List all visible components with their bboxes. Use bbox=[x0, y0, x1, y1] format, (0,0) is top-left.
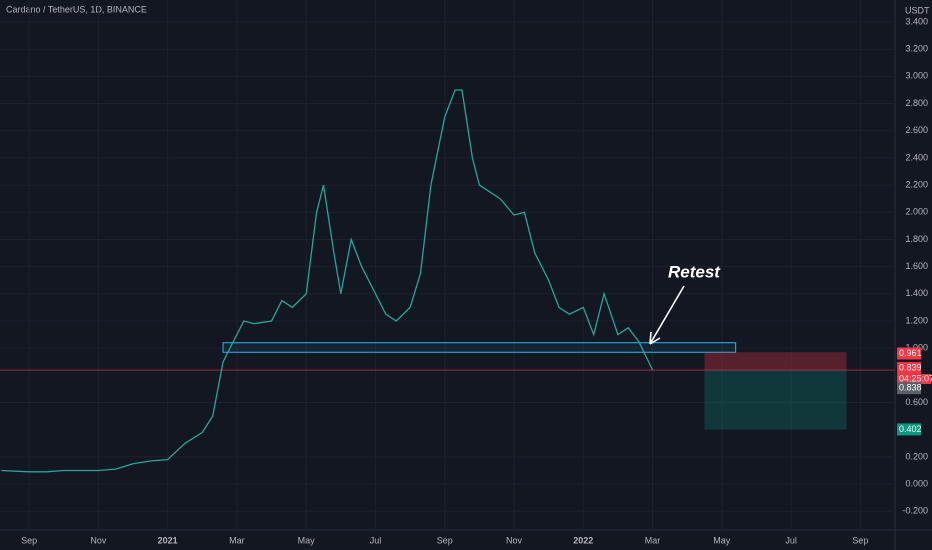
level-label-bg bbox=[897, 362, 921, 375]
level-label-bg bbox=[897, 347, 921, 360]
level-label-bg bbox=[897, 423, 921, 436]
x-tick-label: Mar bbox=[645, 535, 661, 545]
y-tick-label: -0.200 bbox=[902, 506, 928, 516]
zone bbox=[704, 352, 847, 370]
annotation: Retest bbox=[668, 262, 721, 281]
y-tick-label: 1.800 bbox=[905, 234, 928, 244]
level-label: 0.838 bbox=[899, 383, 922, 393]
x-tick-label: Nov bbox=[506, 535, 523, 545]
x-tick-label: Jul bbox=[370, 535, 382, 545]
countdown-bg bbox=[897, 374, 931, 385]
annotation-arrow bbox=[649, 285, 685, 345]
level-label: 0.961 bbox=[899, 348, 922, 358]
zone bbox=[222, 342, 737, 353]
x-tick-label: May bbox=[713, 535, 731, 545]
y-tick-label: 0.200 bbox=[905, 451, 928, 461]
y-tick-label: 3.200 bbox=[905, 44, 928, 54]
x-tick-label: Sep bbox=[437, 535, 453, 545]
x-tick-label: Mar bbox=[229, 535, 245, 545]
y-tick-label: 1.400 bbox=[905, 288, 928, 298]
y-tick-label: 2.400 bbox=[905, 152, 928, 162]
level-label: 0.839 bbox=[899, 362, 922, 372]
countdown: 04:25:07 bbox=[899, 373, 932, 383]
x-tick-label: 2022 bbox=[573, 535, 593, 545]
level-label-bg bbox=[897, 382, 921, 395]
x-tick-label: Jul bbox=[785, 535, 797, 545]
y-tick-label: 1.600 bbox=[905, 261, 928, 271]
zone bbox=[704, 369, 847, 430]
y-tick-label: 2.200 bbox=[905, 179, 928, 189]
y-tick-label: 0.000 bbox=[905, 478, 928, 488]
y-unit: USDT bbox=[905, 5, 930, 15]
x-tick-label: Sep bbox=[21, 535, 37, 545]
x-tick-label: Sep bbox=[852, 535, 868, 545]
x-tick-label: 2021 bbox=[158, 535, 178, 545]
y-tick-label: 2.800 bbox=[905, 98, 928, 108]
y-tick-label: 2.000 bbox=[905, 207, 928, 217]
y-tick-label: 3.000 bbox=[905, 71, 928, 81]
chart-title: Cardano / TetherUS, 1D, BINANCE bbox=[6, 4, 147, 14]
price-series bbox=[1, 89, 654, 473]
y-tick-label: 1.200 bbox=[905, 315, 928, 325]
y-tick-label: 2.600 bbox=[905, 125, 928, 135]
y-tick-label: 0.600 bbox=[905, 397, 928, 407]
y-tick-label: 3.400 bbox=[905, 16, 928, 26]
x-tick-label: Nov bbox=[90, 535, 107, 545]
x-tick-label: May bbox=[298, 535, 316, 545]
level-label: 0.402 bbox=[899, 424, 922, 434]
